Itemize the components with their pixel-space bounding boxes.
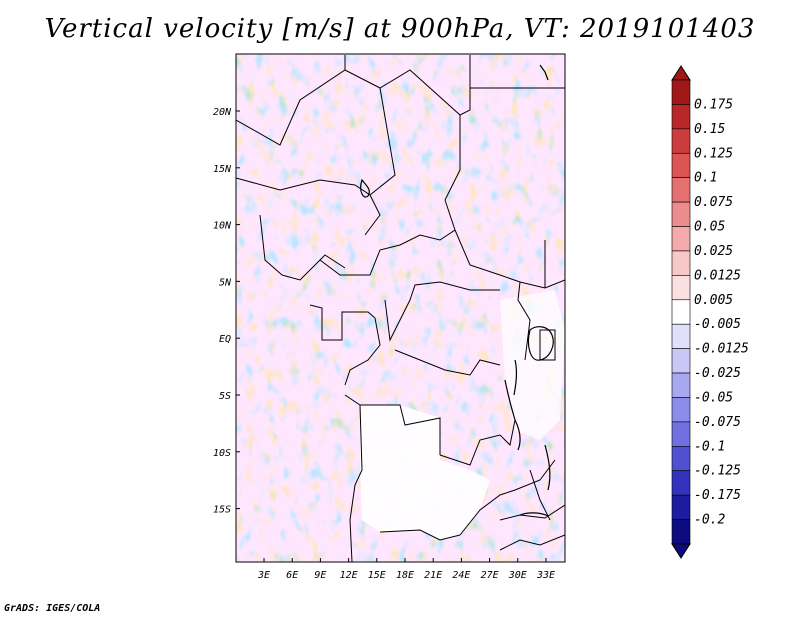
colorbar-swatch: [671, 446, 691, 472]
lon-label: 21E: [424, 570, 442, 581]
colorbar-label: 0.0125: [694, 268, 741, 283]
colorbar-bottom-arrow: [671, 543, 691, 559]
map-frame: [235, 53, 566, 563]
lon-label: 27E: [481, 570, 499, 581]
colorbar-swatch: [671, 348, 691, 374]
colorbar-swatch: [671, 299, 691, 325]
lon-label: 30E: [508, 570, 527, 581]
lat-label: EQ: [219, 334, 231, 345]
country-borders: [236, 55, 565, 562]
lon-label: 3E: [257, 570, 270, 581]
colorbar-swatch: [671, 421, 691, 447]
colorbar-label: 0.125: [694, 146, 733, 161]
lon-label: 6E: [286, 570, 298, 581]
colorbar-swatch: [671, 128, 691, 154]
colorbar-label: -0.025: [694, 366, 741, 381]
colorbar-swatch: [671, 152, 691, 178]
lat-label: 5S: [219, 391, 231, 402]
colorbar-label: 0.05: [694, 220, 725, 235]
lat-label: 20N: [213, 107, 232, 118]
lon-label: 15E: [368, 570, 386, 581]
colorbar-label: -0.075: [694, 415, 741, 430]
colorbar-label: -0.2: [694, 513, 725, 528]
chart-title: Vertical velocity [m/s] at 900hPa, VT: 2…: [44, 14, 756, 44]
lat-label: 10N: [213, 221, 232, 232]
lon-label: 24E: [452, 570, 470, 581]
colorbar-label: 0.175: [694, 97, 733, 112]
colorbar-label: 0.075: [694, 195, 733, 210]
colorbar-label: -0.125: [694, 464, 741, 479]
colorbar-label: -0.175: [694, 488, 741, 503]
colorbar-swatch: [671, 470, 691, 496]
colorbar-swatch: [671, 104, 691, 130]
colorbar: 0.175 0.15 0.125 0.1 0.075 0.05 0.025 0.0125 0.0…: [671, 65, 749, 559]
colorbar-label: 0.025: [694, 244, 733, 259]
lon-label: 12E: [340, 570, 358, 581]
colorbar-label: -0.1: [694, 439, 725, 454]
colorbar-label: 0.005: [694, 293, 733, 308]
velocity-field: [236, 54, 565, 562]
lon-label: 33E: [536, 570, 555, 581]
lat-label: 15S: [213, 505, 231, 516]
colorbar-swatch: [671, 250, 691, 276]
colorbar-swatch: [671, 323, 691, 349]
colorbar-swatch: [671, 226, 691, 252]
colorbar-swatch: [671, 275, 691, 301]
colorbar-swatch: [671, 519, 691, 545]
credit-text: GrADS: IGES/COLA: [4, 603, 101, 614]
lon-label: 9E: [314, 570, 326, 581]
colorbar-label: 0.15: [694, 122, 725, 137]
colorbar-label: -0.05: [694, 390, 733, 405]
lat-label: 15N: [213, 164, 232, 175]
lon-label: 18E: [396, 570, 414, 581]
latitude-axis: 20N 15N 10N 5N EQ 5S 10S 15S: [213, 107, 240, 516]
colorbar-swatch: [671, 201, 691, 227]
colorbar-swatch: [671, 494, 691, 520]
lat-label: 10S: [213, 448, 231, 459]
lat-label: 5N: [219, 277, 232, 288]
lake-outlines: [360, 64, 554, 517]
colorbar-label: 0.1: [694, 171, 717, 186]
colorbar-swatch: [671, 372, 691, 398]
longitude-axis: 3E 6E 9E 12E 15E 18E 21E 24E 27E 30E 33E: [257, 558, 555, 581]
colorbar-swatch: [671, 177, 691, 203]
colorbar-label: -0.005: [694, 317, 741, 332]
colorbar-swatch: [671, 79, 691, 105]
colorbar-label: -0.0125: [694, 342, 749, 357]
colorbar-top-arrow: [671, 65, 691, 81]
colorbar-swatch: [671, 397, 691, 423]
